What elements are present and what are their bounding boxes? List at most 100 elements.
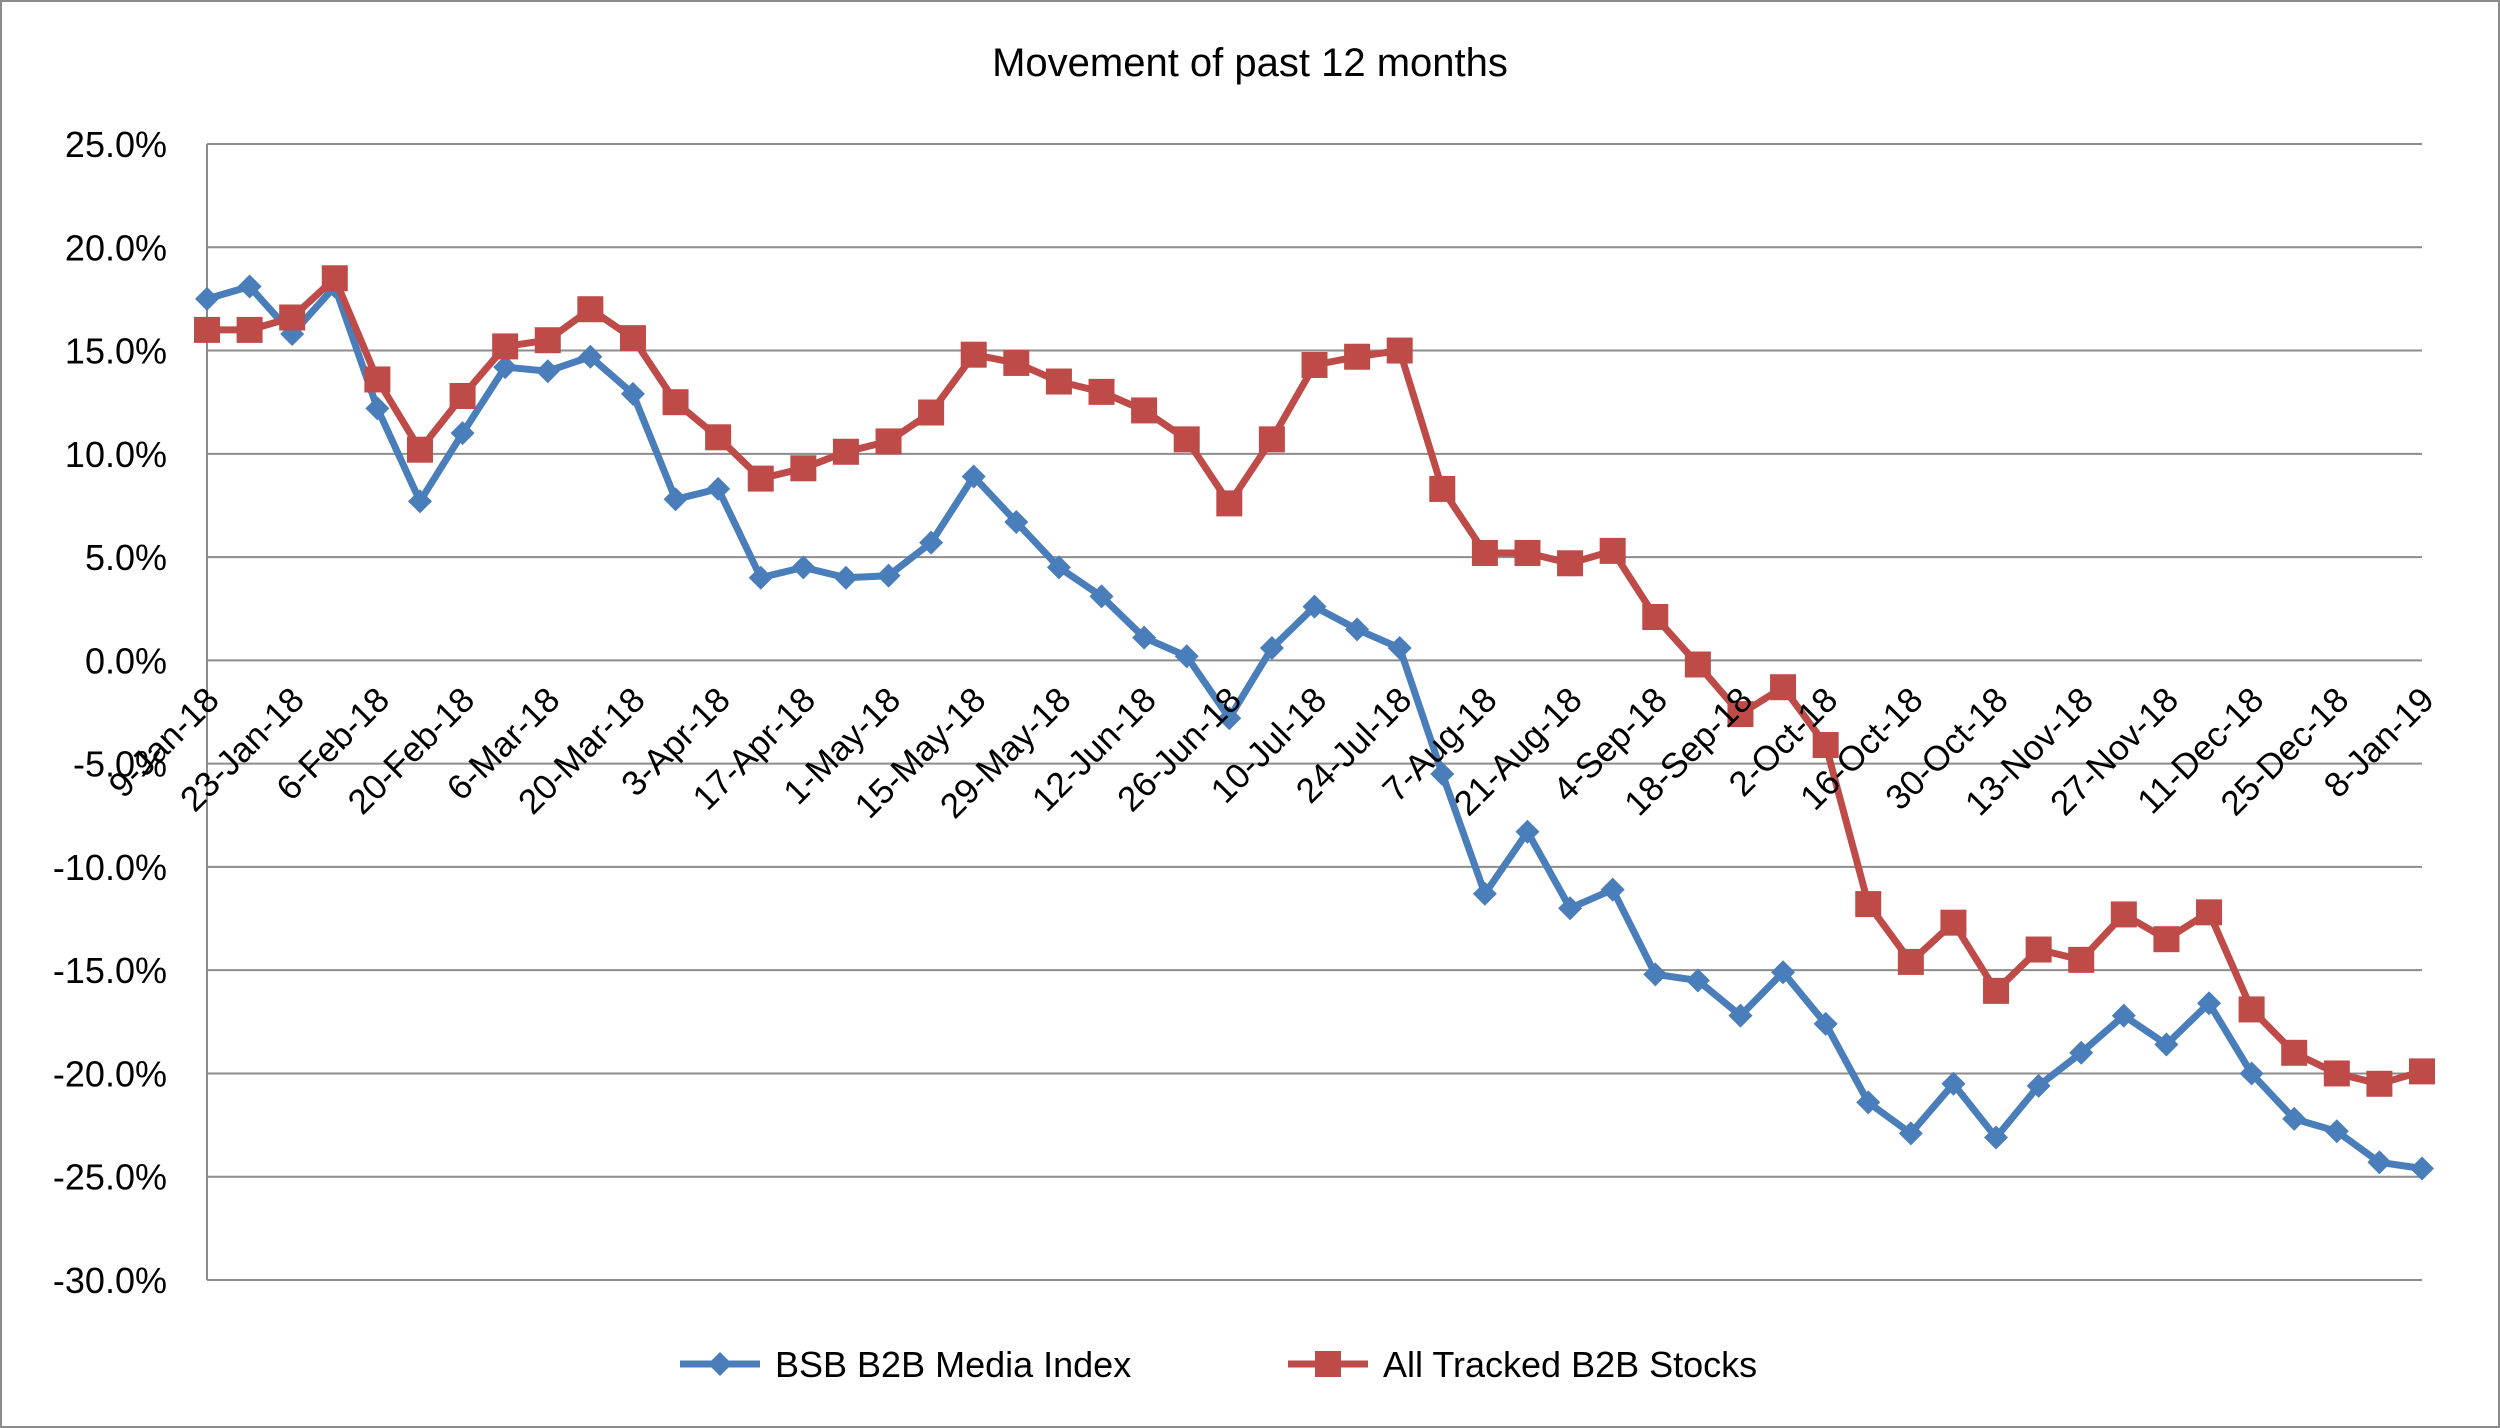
data-point bbox=[1258, 426, 1285, 453]
data-point bbox=[1132, 625, 1157, 650]
data-point bbox=[449, 382, 476, 409]
data-point bbox=[1558, 896, 1583, 921]
legend-item-2: All Tracked B2B Stocks bbox=[1288, 1344, 1757, 1385]
data-point bbox=[2324, 1119, 2349, 1144]
y-tick-label: 25.0% bbox=[65, 124, 167, 165]
data-point bbox=[1045, 368, 1072, 395]
data-point bbox=[747, 465, 774, 492]
data-point bbox=[406, 436, 433, 463]
y-tick-label: -30.0% bbox=[53, 1260, 167, 1301]
y-tick-label: 20.0% bbox=[65, 227, 167, 268]
data-point bbox=[1301, 352, 1328, 379]
data-point bbox=[620, 381, 645, 406]
data-point bbox=[1684, 651, 1711, 678]
data-point bbox=[1131, 397, 1158, 424]
data-point bbox=[1813, 1011, 1838, 1036]
data-point bbox=[279, 304, 306, 331]
y-tick-label: 15.0% bbox=[65, 331, 167, 372]
data-point bbox=[1386, 337, 1413, 364]
legend-label: BSB B2B Media Index bbox=[775, 1344, 1131, 1385]
data-point bbox=[1984, 1125, 2009, 1150]
data-point bbox=[1771, 960, 1796, 985]
data-point bbox=[2026, 1073, 2051, 1098]
x-axis-tick-labels: 9-Jan-1823-Jan-186-Feb-1820-Feb-186-Mar-… bbox=[101, 680, 2441, 826]
data-point bbox=[1344, 343, 1371, 370]
data-point bbox=[2366, 1070, 2393, 1097]
data-point bbox=[577, 296, 604, 323]
data-point bbox=[534, 327, 561, 354]
data-point bbox=[321, 265, 348, 292]
series-layer bbox=[194, 265, 2435, 1181]
data-point bbox=[2111, 1003, 2136, 1028]
data-point bbox=[1812, 732, 1839, 759]
data-point bbox=[832, 438, 859, 465]
data-point bbox=[2409, 1058, 2435, 1085]
data-point bbox=[2282, 1106, 2307, 1131]
data-point bbox=[1600, 877, 1625, 902]
legend: BSB B2B Media Index All Tracked B2B Stock… bbox=[680, 1344, 1757, 1385]
data-point bbox=[1897, 948, 1924, 975]
data-point bbox=[663, 487, 688, 512]
data-point bbox=[1983, 977, 2010, 1004]
chart-title: Movement of past 12 months bbox=[992, 41, 1508, 85]
data-point bbox=[619, 325, 646, 352]
legend-marker bbox=[708, 1352, 732, 1376]
data-point bbox=[1515, 819, 1540, 844]
data-point bbox=[1429, 475, 1456, 502]
data-point bbox=[535, 359, 560, 384]
y-tick-label: -5.0% bbox=[73, 744, 167, 785]
data-point bbox=[876, 563, 901, 588]
data-point bbox=[2025, 936, 2052, 963]
y-tick-label: -15.0% bbox=[53, 950, 167, 991]
data-point bbox=[2281, 1039, 2308, 1066]
data-point bbox=[492, 333, 519, 360]
data-point bbox=[1727, 701, 1754, 728]
data-point bbox=[407, 489, 432, 514]
data-point bbox=[237, 274, 262, 299]
data-point bbox=[1004, 509, 1029, 534]
data-point bbox=[1003, 349, 1030, 376]
data-point bbox=[1259, 635, 1284, 660]
data-point bbox=[450, 421, 475, 446]
data-point bbox=[236, 316, 263, 343]
data-point bbox=[1174, 644, 1199, 669]
data-point bbox=[1430, 761, 1455, 786]
y-tick-label: -10.0% bbox=[53, 847, 167, 888]
data-point bbox=[2197, 991, 2222, 1016]
data-point bbox=[1599, 537, 1626, 564]
data-point bbox=[1217, 706, 1242, 731]
data-point bbox=[365, 396, 390, 421]
y-tick-label: -25.0% bbox=[53, 1157, 167, 1198]
data-point bbox=[875, 428, 902, 455]
y-tick-label: -20.0% bbox=[53, 1053, 167, 1094]
data-point bbox=[1557, 550, 1584, 577]
data-point bbox=[2153, 926, 2180, 953]
data-point bbox=[2154, 1032, 2179, 1057]
data-point bbox=[2069, 1040, 2094, 1065]
data-point bbox=[1728, 1003, 1753, 1028]
y-tick-label: 5.0% bbox=[85, 537, 167, 578]
data-point bbox=[2239, 1061, 2264, 1086]
data-point bbox=[1770, 674, 1797, 701]
data-point bbox=[1089, 584, 1114, 609]
data-point bbox=[960, 341, 987, 368]
data-point bbox=[705, 424, 732, 451]
data-point bbox=[1472, 881, 1497, 906]
data-point bbox=[1088, 378, 1115, 405]
y-tick-label: 0.0% bbox=[85, 640, 167, 681]
data-point bbox=[1216, 490, 1243, 517]
data-point bbox=[662, 389, 689, 416]
data-point bbox=[1898, 1121, 1923, 1146]
data-point bbox=[1345, 617, 1370, 642]
data-point bbox=[961, 464, 986, 489]
data-point bbox=[1302, 594, 1327, 619]
data-point bbox=[1685, 968, 1710, 993]
y-tick-label: 10.0% bbox=[65, 434, 167, 475]
data-point bbox=[364, 366, 391, 393]
data-point bbox=[919, 530, 944, 555]
data-point bbox=[1855, 891, 1882, 918]
y-axis-tick-labels: 25.0% 20.0% 15.0% 10.0% 5.0% 0.0% -5.0% -10.0% -… bbox=[53, 124, 167, 1301]
data-point bbox=[706, 476, 731, 501]
data-point bbox=[790, 455, 817, 482]
